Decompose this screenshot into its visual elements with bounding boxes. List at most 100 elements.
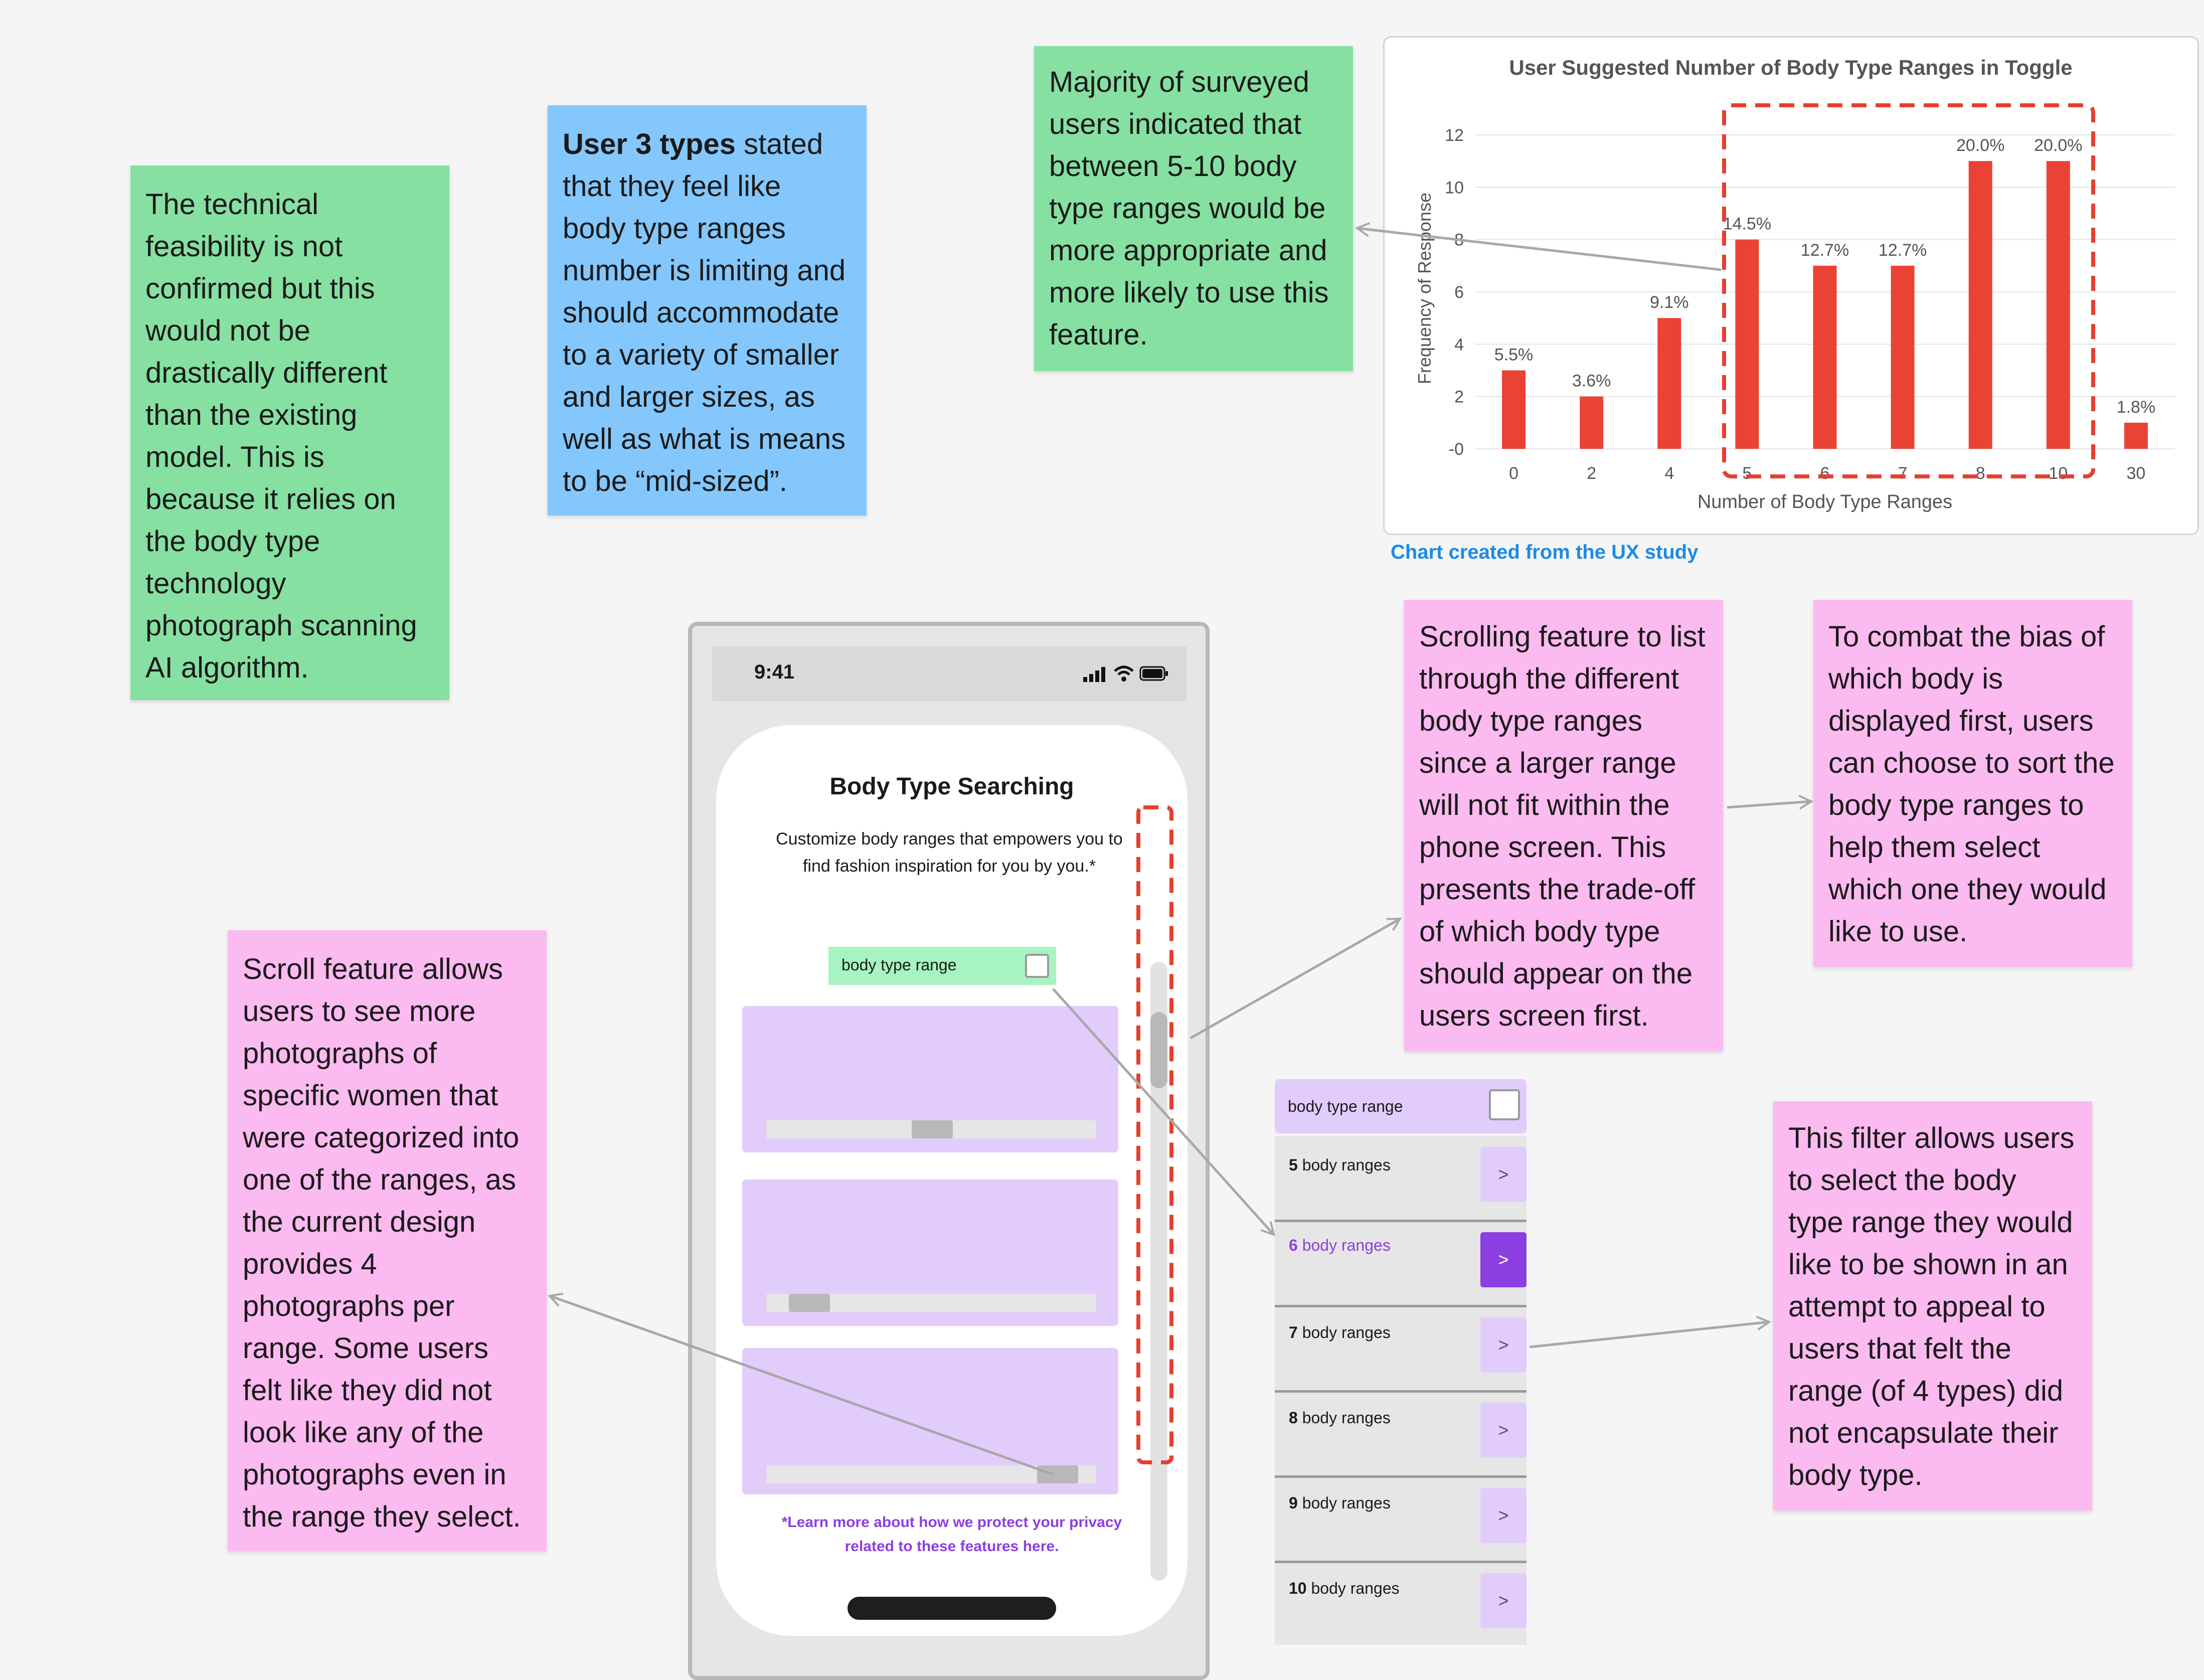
note-user3-text: stated that they feel like body type ran…: [563, 128, 846, 497]
card-scrollbar[interactable]: [766, 1294, 1096, 1312]
range-item-label: 10 body ranges: [1289, 1579, 1400, 1597]
note-majority: Majority of surveyed users indicated tha…: [1034, 46, 1353, 371]
data-label: 3.6%: [1572, 372, 1611, 391]
photo-card[interactable]: [742, 1006, 1118, 1152]
y-tick-label: 2: [1454, 388, 1464, 407]
note-filter: This filter allows users to select the b…: [1773, 1101, 2092, 1510]
body-type-range-toggle[interactable]: body type range: [828, 947, 1056, 985]
y-axis-label: Frequency of Response: [1414, 193, 1435, 384]
data-label: 1.8%: [2117, 398, 2156, 417]
x-tick-label: 10: [2049, 464, 2068, 483]
range-item-10[interactable]: 10 body ranges >: [1275, 1562, 1527, 1647]
note-filter-text: This filter allows users to select the b…: [1788, 1122, 2075, 1491]
range-item-label: 8 body ranges: [1289, 1409, 1391, 1427]
y-tick-label: -0: [1449, 440, 1464, 459]
photo-card[interactable]: [742, 1348, 1118, 1494]
note-majority-text: Majority of surveyed users indicated tha…: [1049, 66, 1329, 351]
card-scrollbar[interactable]: [766, 1120, 1096, 1138]
arrow-scrolling-to-bias: [1727, 801, 1811, 807]
range-item-chevron-icon[interactable]: >: [1480, 1232, 1527, 1287]
note-feasibility-text: The technical feasibility is not confirm…: [145, 188, 417, 684]
card-scroll-thumb[interactable]: [1037, 1465, 1078, 1483]
chart-title: User Suggested Number of Body Type Range…: [1509, 56, 2072, 79]
vertical-scrollbar[interactable]: [1150, 962, 1167, 1581]
bar: [1580, 396, 1604, 449]
note-scroll-photos: Scroll feature allows users to see more …: [228, 930, 547, 1551]
privacy-link[interactable]: *Learn more about how we protect your pr…: [781, 1514, 1122, 1555]
note-scrolling-list: Scrolling feature to list through the di…: [1404, 600, 1723, 1051]
data-label: 20.0%: [1956, 136, 2004, 155]
range-list-checkbox[interactable]: [1489, 1089, 1520, 1120]
range-item-8[interactable]: 8 body ranges >: [1275, 1392, 1527, 1477]
card-scroll-thumb[interactable]: [912, 1120, 953, 1138]
signal-icon: [1083, 667, 1105, 682]
arrow-chart-to-majority: [1357, 228, 1722, 271]
card-scrollbar[interactable]: [766, 1465, 1096, 1483]
note-combat-bias-text: To combat the bias of which body is disp…: [1828, 620, 2115, 948]
data-label: 20.0%: [2034, 136, 2082, 155]
range-item-chevron-icon[interactable]: >: [1480, 1317, 1527, 1373]
data-label: 14.5%: [1723, 215, 1771, 234]
range-item-chevron-icon[interactable]: >: [1480, 1403, 1527, 1458]
arrow-toggle-to-list: [1052, 988, 1274, 1235]
chart-caption: Chart created from the UX study: [1391, 541, 1699, 563]
data-label: 12.7%: [1801, 241, 1849, 260]
divider: [1275, 1305, 1527, 1307]
bar: [2124, 422, 2148, 449]
x-tick-label: 0: [1509, 464, 1518, 483]
note-feasibility: The technical feasibility is not confirm…: [130, 165, 449, 700]
arrow-card-to-scroll-note: [550, 1296, 1054, 1476]
toggle-checkbox[interactable]: [1025, 954, 1049, 978]
screen-title: Body Type Searching: [829, 773, 1074, 800]
range-item-5[interactable]: 5 body ranges >: [1275, 1136, 1527, 1221]
range-item-label: 9 body ranges: [1289, 1494, 1391, 1512]
scrollbar-highlight-box: [1136, 805, 1173, 1464]
toggle-label: body type range: [841, 956, 957, 974]
bar: [1968, 161, 1992, 449]
range-item-label: 7 body ranges: [1289, 1323, 1391, 1341]
range-item-chevron-icon[interactable]: >: [1480, 1488, 1527, 1543]
status-bar: 9:41: [712, 646, 1186, 701]
data-label: 9.1%: [1650, 293, 1689, 312]
data-label: 5.5%: [1494, 346, 1534, 365]
range-item-label: 6 body ranges: [1289, 1236, 1391, 1254]
y-tick-label: 4: [1454, 335, 1464, 354]
note-combat-bias: To combat the bias of which body is disp…: [1813, 600, 2132, 967]
note-user3: User 3 types stated that they feel like …: [548, 105, 867, 516]
x-axis-label: Number of Body Type Ranges: [1698, 491, 1952, 513]
card-scroll-thumb[interactable]: [789, 1294, 830, 1312]
battery-icon: [1139, 666, 1168, 681]
range-item-chevron-icon[interactable]: >: [1480, 1573, 1527, 1628]
home-indicator[interactable]: [847, 1597, 1056, 1620]
bar: [1502, 370, 1526, 449]
photo-card[interactable]: [742, 1180, 1118, 1326]
y-tick-label: 10: [1445, 178, 1464, 197]
range-item-label: 5 body ranges: [1289, 1156, 1391, 1174]
vertical-scroll-thumb[interactable]: [1150, 1012, 1167, 1088]
phone-mockup: 9:41 Body Type Searching Customize body …: [688, 622, 1210, 1680]
arrow-list-to-filter: [1529, 1322, 1769, 1349]
phone-screen: Body Type Searching Customize body range…: [716, 725, 1188, 1636]
x-tick-label: 30: [2127, 464, 2146, 483]
range-list-header-label: body type range: [1288, 1097, 1403, 1115]
divider: [1275, 1561, 1527, 1563]
x-tick-label: 4: [1664, 464, 1674, 483]
divider: [1275, 1220, 1527, 1222]
status-time: 9:41: [754, 661, 795, 683]
range-item-chevron-icon[interactable]: >: [1480, 1147, 1527, 1202]
range-list-header[interactable]: body type range: [1275, 1079, 1527, 1133]
chart-card: User Suggested Number of Body Type Range…: [1383, 36, 2199, 535]
wifi-icon: [1114, 665, 1134, 682]
data-label: 12.7%: [1879, 241, 1927, 260]
range-item-9[interactable]: 9 body ranges >: [1275, 1477, 1527, 1562]
bar: [1657, 318, 1681, 449]
range-item-6[interactable]: 6 body ranges >: [1275, 1221, 1527, 1306]
arrow-scrollbar-to-note: [1190, 917, 1400, 1040]
bar: [1735, 239, 1759, 449]
range-item-7[interactable]: 7 body ranges >: [1275, 1306, 1527, 1392]
bar: [1891, 265, 1915, 449]
bar-chart: User Suggested Number of Body Type Range…: [1414, 56, 2175, 513]
bar: [1813, 265, 1837, 449]
y-tick-label: 12: [1445, 126, 1464, 145]
x-tick-label: 8: [1976, 464, 1985, 483]
